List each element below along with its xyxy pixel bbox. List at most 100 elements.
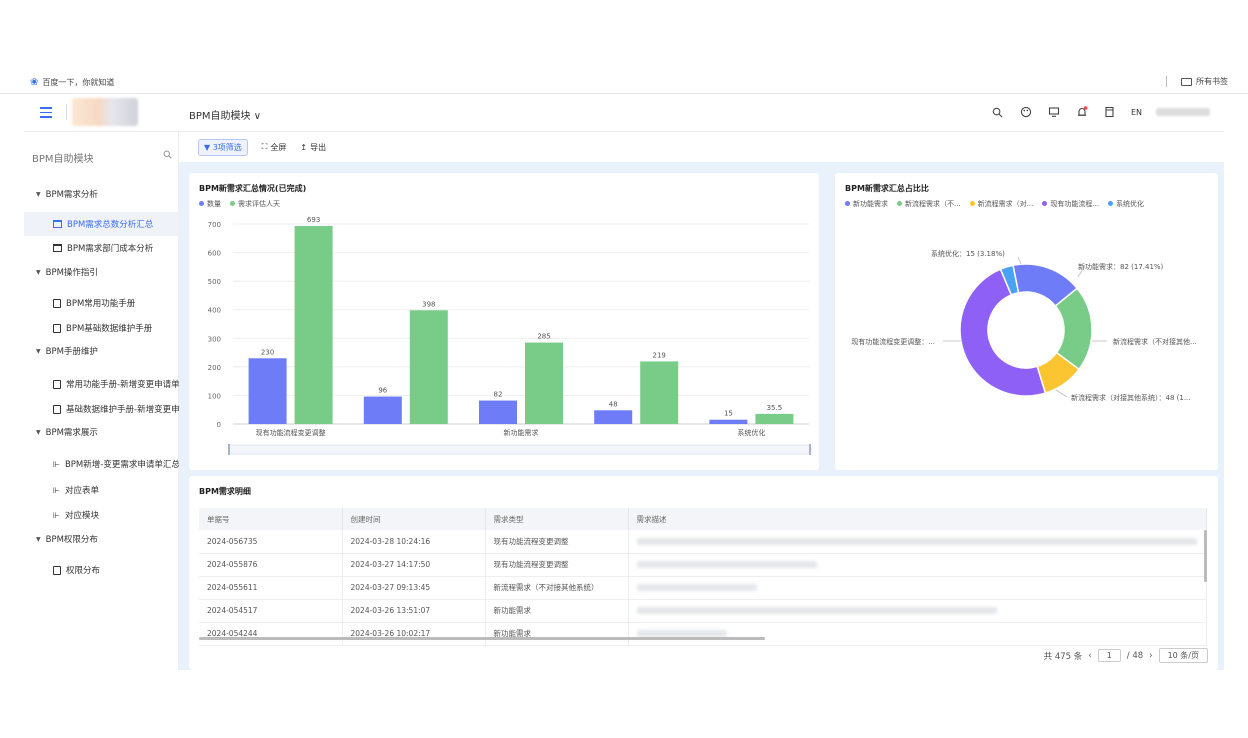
nav-item-forms[interactable]: ⊩ 对应表单 bbox=[24, 478, 179, 502]
nav-item-modules[interactable]: ⊩ 对应模块 bbox=[24, 503, 179, 527]
nav-item-label: 基础数据维护手册-新增变更申请单 bbox=[66, 405, 179, 415]
data-zoom-slider bbox=[228, 444, 812, 455]
table-vertical-scrollbar[interactable] bbox=[1204, 530, 1207, 582]
pie-slice bbox=[959, 268, 1047, 397]
menu-icon[interactable] bbox=[40, 107, 52, 121]
nav-item-common-change[interactable]: 常用功能手册-新增变更申请单 bbox=[24, 372, 179, 396]
nav-item-total-analysis[interactable]: BPM需求总数分析汇总 bbox=[24, 212, 179, 236]
column-header[interactable]: 创建时间 bbox=[342, 508, 486, 530]
caret-down-icon: ▼ bbox=[36, 428, 41, 436]
bookmarks-bar: ❀ 百度一下，你就知道 所有书签 bbox=[0, 70, 1248, 94]
header-divider bbox=[66, 104, 67, 120]
column-header[interactable]: 需求类型 bbox=[485, 508, 629, 530]
search-icon[interactable] bbox=[163, 150, 172, 162]
theme-icon[interactable] bbox=[1019, 105, 1033, 119]
nav-group-maintenance[interactable]: ▼ BPM手册维护 bbox=[36, 345, 98, 357]
page-input[interactable]: 1 bbox=[1097, 649, 1121, 662]
filter-button[interactable]: ▼ 3项筛选 bbox=[198, 138, 248, 156]
nav-item-basedata-change[interactable]: 基础数据维护手册-新增变更申请单 bbox=[24, 397, 179, 421]
nav-group-label: BPM需求分析 bbox=[45, 190, 98, 200]
bar bbox=[409, 310, 448, 424]
export-button[interactable]: ↥ 导出 bbox=[300, 142, 326, 153]
filter-label: 3项筛选 bbox=[212, 142, 242, 152]
prev-page-icon[interactable]: ‹ bbox=[1088, 650, 1092, 661]
nav-item-label: BPM需求总数分析汇总 bbox=[67, 220, 154, 230]
detail-table: 单据号 创建时间 需求类型 需求描述 2024-056735 2024-03-2… bbox=[199, 508, 1207, 646]
table-cell: 新功能需求 bbox=[485, 622, 629, 646]
pie-slice-label: 新流程需求（对接其他系统）：48 (1... bbox=[1071, 393, 1191, 402]
bar-value-label: 398 bbox=[422, 300, 435, 308]
module-selector[interactable]: BPM自助模块 ∨ bbox=[189, 111, 262, 122]
nav-item-basedata-manual[interactable]: BPM基础数据维护手册 bbox=[24, 316, 179, 340]
y-tick-label: 0 bbox=[217, 421, 221, 429]
table-title: BPM需求明细 bbox=[199, 487, 251, 496]
language-switch[interactable]: EN bbox=[1130, 107, 1142, 117]
legend-item[interactable]: 数量 bbox=[199, 199, 221, 209]
table-cell: 2024-03-26 13:51:07 bbox=[342, 599, 486, 623]
column-header[interactable]: 单据号 bbox=[199, 508, 343, 530]
sidebar-search-placeholder: BPM自助模块 bbox=[32, 154, 94, 165]
document-icon[interactable] bbox=[1103, 105, 1117, 119]
user-name[interactable] bbox=[1156, 108, 1210, 116]
legend-item[interactable]: 新流程需求（对... bbox=[969, 199, 1033, 209]
legend-dot bbox=[897, 201, 902, 206]
nav-item-common-manual[interactable]: BPM常用功能手册 bbox=[24, 291, 179, 315]
nav-item-label: 常用功能手册-新增变更申请单 bbox=[66, 380, 179, 390]
table-cell: 新流程需求（不对接其他系统） bbox=[485, 576, 629, 600]
pie-slice bbox=[999, 264, 1020, 296]
search-icon[interactable] bbox=[991, 105, 1005, 119]
legend-item[interactable]: 新流程需求（不... bbox=[897, 199, 961, 209]
table-horizontal-scrollbar[interactable] bbox=[199, 637, 765, 640]
table-row[interactable]: 2024-055876 2024-03-27 14:17:50 现有功能流程变更… bbox=[199, 553, 1207, 577]
table-row[interactable]: 2024-054244 2024-03-26 10:02:17 新功能需求 bbox=[199, 622, 1207, 646]
bar-value-label: 35.5 bbox=[767, 404, 783, 412]
fullscreen-icon: ⛶ bbox=[261, 142, 268, 151]
nav-item-label: BPM基础数据维护手册 bbox=[66, 324, 153, 334]
pie-chart: 新功能需求：82 (17.41%) 系统优化：15 (3.18%) 新流程需求（不对… bbox=[851, 249, 1196, 402]
bell-icon[interactable] bbox=[1075, 105, 1089, 119]
table-row[interactable]: 2024-055611 2024-03-27 09:13:45 新流程需求（不对… bbox=[199, 576, 1207, 600]
bar-chart-title: BPM新需求汇总情况(已完成) bbox=[199, 184, 307, 193]
nav-item-dept-cost[interactable]: BPM需求部门成本分析 bbox=[24, 236, 179, 260]
nav-item-label: BPM新增-变更需求申请单汇总 bbox=[64, 460, 179, 470]
bar bbox=[755, 413, 794, 424]
table-cell-description bbox=[628, 576, 1207, 600]
bar bbox=[640, 361, 679, 424]
nav-item-label: BPM常用功能手册 bbox=[66, 299, 136, 309]
legend-item[interactable]: 需求评估人天 bbox=[230, 199, 280, 209]
nav-group-permissions[interactable]: ▼ BPM权限分布 bbox=[36, 533, 98, 545]
nav-group-display[interactable]: ▼ BPM需求展示 bbox=[36, 426, 98, 438]
legend-item[interactable]: 现有功能流程... bbox=[1042, 199, 1099, 209]
nav-group-guide[interactable]: ▼ BPM操作指引 bbox=[36, 266, 98, 278]
legend-label: 现有功能流程... bbox=[1050, 200, 1100, 208]
y-tick-label: 300 bbox=[208, 335, 221, 343]
column-header[interactable]: 需求描述 bbox=[628, 508, 1207, 530]
sidebar-search[interactable]: BPM自助模块 bbox=[32, 150, 172, 165]
all-bookmarks[interactable]: 所有书签 bbox=[1166, 76, 1228, 87]
table-row[interactable]: 2024-054517 2024-03-26 13:51:07 新功能需求 bbox=[199, 599, 1207, 623]
pie-chart-legend: 新功能需求 新流程需求（不... 新流程需求（对... 现有功能流程... 系统优化 bbox=[845, 199, 1144, 209]
bar bbox=[294, 226, 333, 424]
next-page-icon[interactable]: › bbox=[1149, 650, 1153, 661]
nav-group-analysis[interactable]: ▼ BPM需求分析 bbox=[36, 188, 98, 200]
top-header: BPM自助模块 ∨ EN bbox=[24, 94, 1224, 132]
bar bbox=[709, 419, 748, 424]
total-count: 共 475 条 bbox=[1043, 651, 1083, 662]
detail-table-wrap: 单据号 创建时间 需求类型 需求描述 2024-056735 2024-03-2… bbox=[199, 508, 1207, 646]
fullscreen-label: 全屏 bbox=[270, 142, 287, 152]
fullscreen-button[interactable]: ⛶ 全屏 bbox=[262, 142, 287, 153]
legend-item[interactable]: 新功能需求 bbox=[845, 199, 888, 209]
bookmarks-divider bbox=[1166, 76, 1167, 87]
table-cell: 2024-03-26 10:02:17 bbox=[342, 622, 486, 646]
sidebar: BPM自助模块 ▼ BPM需求分析 BPM需求总数分析汇总 BPM需求部门成本分… bbox=[24, 132, 188, 670]
caret-down-icon: ▼ bbox=[36, 190, 41, 198]
monitor-icon[interactable] bbox=[1047, 105, 1061, 119]
bookmark-baidu[interactable]: ❀ 百度一下，你就知道 bbox=[30, 77, 114, 88]
page-count: / 48 bbox=[1126, 650, 1144, 661]
nav-item-request-summary[interactable]: ⊩ BPM新增-变更需求申请单汇总 bbox=[24, 452, 179, 476]
bar-value-label: 230 bbox=[261, 348, 274, 356]
nav-item-permission-dist[interactable]: 权限分布 bbox=[24, 558, 179, 582]
page-size-select[interactable]: 10 条/页 bbox=[1158, 648, 1208, 663]
table-row[interactable]: 2024-056735 2024-03-28 10:24:16 现有功能流程变更… bbox=[199, 530, 1207, 554]
legend-item[interactable]: 系统优化 bbox=[1108, 199, 1144, 209]
